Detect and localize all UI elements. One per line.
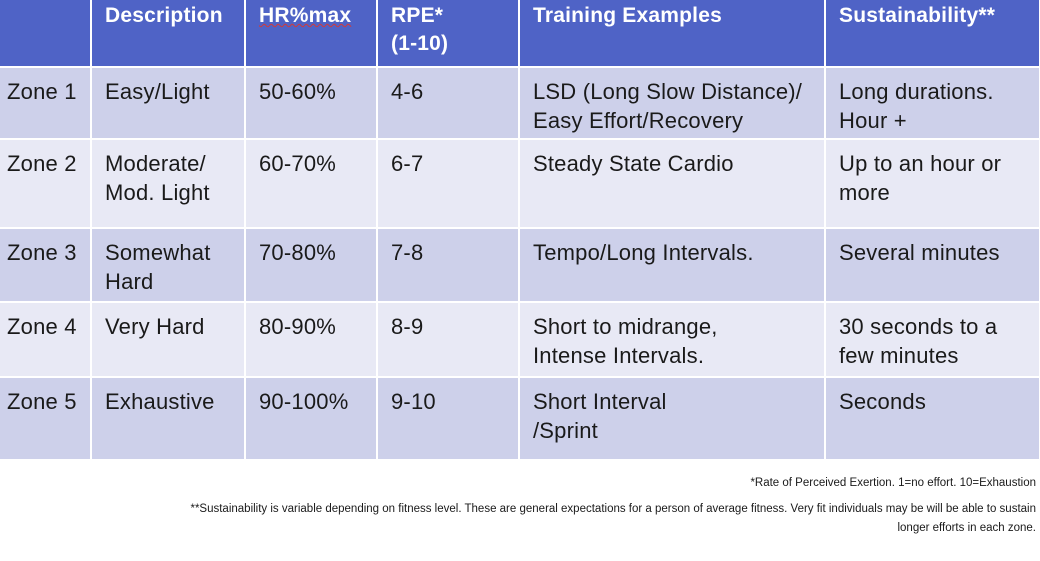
- zone-cell: Zone 4: [0, 302, 92, 378]
- examples-cell: Tempo/Long Intervals.: [519, 228, 826, 303]
- zone-cell: Zone 1: [0, 67, 92, 140]
- sustainability-cell: Several minutes: [825, 228, 1040, 303]
- sustainability-cell: 30 seconds to a few minutes: [825, 302, 1040, 378]
- header-sustainability: Sustainability**: [825, 0, 1040, 68]
- cell-text-line: Intense Intervals.: [533, 343, 705, 368]
- cell-text-line: Several minutes: [839, 240, 1000, 265]
- cell-text-line: Somewhat: [105, 240, 211, 265]
- cell-text-line: Hard: [105, 269, 154, 294]
- header-hr-max: HR%max: [245, 0, 378, 68]
- sustainability-footnote-line: longer efforts in each zone.: [897, 522, 1036, 534]
- cell-text-line: RPE*: [391, 4, 444, 27]
- rpe-cell: 7-8: [377, 228, 520, 303]
- rpe-footnote: *Rate of Perceived Exertion. 1=no effort…: [750, 477, 1036, 489]
- training-zones-table: Description HR%max RPE* (1-10) Training E…: [0, 0, 1040, 461]
- table-header-row: Description HR%max RPE* (1-10) Training E…: [0, 0, 1040, 68]
- cell-text-line: more: [839, 180, 890, 205]
- header-zone: [0, 0, 92, 68]
- header-hr-max-label: HR%max: [259, 4, 352, 27]
- cell-text-line: Moderate/: [105, 151, 206, 176]
- cell-text-line: Long durations.: [839, 79, 994, 104]
- hr-cell: 70-80%: [245, 228, 378, 303]
- cell-text-line: Seconds: [839, 389, 927, 414]
- cell-text-line: Short to midrange,: [533, 314, 718, 339]
- table-row: Zone 3 Somewhat Hard 70-80% 7-8 Tempo/Lon…: [0, 228, 1040, 303]
- description-cell: Moderate/Mod. Light: [91, 139, 246, 229]
- hr-cell: 90-100%: [245, 377, 378, 461]
- header-description: Description: [91, 0, 246, 68]
- rpe-cell: 4-6: [377, 67, 520, 140]
- header-training-examples: Training Examples: [519, 0, 826, 68]
- cell-text-line: 30 seconds to a: [839, 314, 998, 339]
- examples-cell: LSD (Long Slow Distance)/ Easy Effort/Rec…: [519, 67, 826, 140]
- hr-cell: 80-90%: [245, 302, 378, 378]
- hr-cell: 50-60%: [245, 67, 378, 140]
- sustainability-footnote: **Sustainability is variable depending o…: [16, 500, 1036, 538]
- examples-cell: Steady State Cardio: [519, 139, 826, 229]
- description-cell: Exhaustive: [91, 377, 246, 461]
- table-row: Zone 4 Very Hard 80-90% 8-9 Short to mid…: [0, 302, 1040, 378]
- footnotes: *Rate of Perceived Exertion. 1=no effort…: [16, 474, 1036, 538]
- cell-text-line: LSD (Long Slow Distance)/: [533, 79, 803, 104]
- cell-text-line: Easy/Light: [105, 79, 210, 104]
- rpe-cell: 8-9: [377, 302, 520, 378]
- header-rpe: RPE* (1-10): [377, 0, 520, 68]
- sustainability-cell: Seconds: [825, 377, 1040, 461]
- rpe-cell: 6-7: [377, 139, 520, 229]
- cell-text-line: (1-10): [391, 32, 449, 55]
- cell-text-line: Mod. Light: [105, 180, 210, 205]
- cell-text-line: Up to an hour or: [839, 151, 1002, 176]
- examples-cell: Short Interval/Sprint: [519, 377, 826, 461]
- description-cell: Somewhat Hard: [91, 228, 246, 303]
- zone-cell: Zone 2: [0, 139, 92, 229]
- table-row: Zone 5 Exhaustive 90-100% 9-10 Short Int…: [0, 377, 1040, 461]
- sustainability-cell: Up to an hour or more: [825, 139, 1040, 229]
- cell-text-line: Hour +: [839, 108, 907, 133]
- examples-cell: Short to midrange, Intense Intervals.: [519, 302, 826, 378]
- sustainability-footnote-line: **Sustainability is variable depending o…: [190, 503, 1036, 515]
- cell-text-line: Steady State Cardio: [533, 151, 734, 176]
- description-cell: Easy/Light: [91, 67, 246, 140]
- table-row: Zone 1 Easy/Light 50-60% 4-6 LSD (Long S…: [0, 67, 1040, 140]
- rpe-cell: 9-10: [377, 377, 520, 461]
- zone-cell: Zone 3: [0, 228, 92, 303]
- cell-text-line: /Sprint: [533, 418, 598, 443]
- table-row: Zone 2 Moderate/Mod. Light 60-70% 6-7 St…: [0, 139, 1040, 229]
- cell-text-line: few minutes: [839, 343, 959, 368]
- cell-text-line: Short Interval: [533, 389, 667, 414]
- cell-text-line: Exhaustive: [105, 389, 215, 414]
- zone-cell: Zone 5: [0, 377, 92, 461]
- cell-text-line: Easy Effort/Recovery: [533, 108, 744, 133]
- cell-text-line: Very Hard: [105, 314, 205, 339]
- description-cell: Very Hard: [91, 302, 246, 378]
- hr-cell: 60-70%: [245, 139, 378, 229]
- sustainability-cell: Long durations. Hour +: [825, 67, 1040, 140]
- cell-text-line: Tempo/Long Intervals.: [533, 240, 754, 265]
